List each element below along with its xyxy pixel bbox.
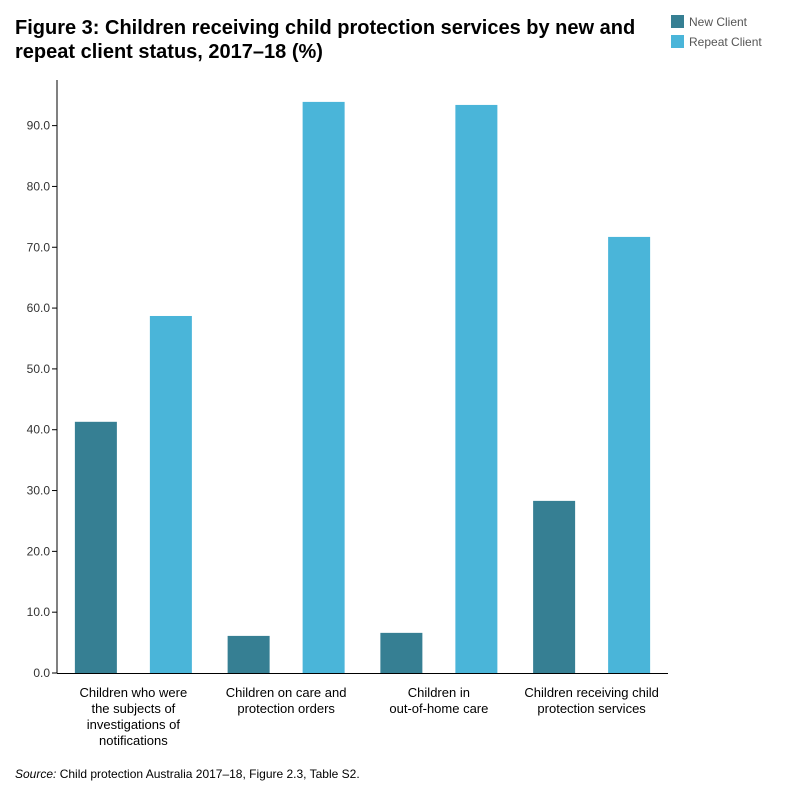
legend-label: New Client (689, 15, 748, 29)
y-tick-label: 0.0 (33, 666, 50, 680)
x-tick-label: notifications (99, 733, 168, 748)
y-tick-label: 60.0 (27, 301, 51, 315)
y-tick-label: 90.0 (27, 119, 51, 133)
source-text: Child protection Australia 2017–18, Figu… (56, 767, 360, 781)
x-tick-label: Children in (408, 685, 470, 700)
y-tick-label: 40.0 (27, 423, 51, 437)
x-tick-label: Children who were (80, 685, 188, 700)
bar (608, 236, 651, 673)
bar (533, 500, 576, 673)
source-note: Source: Child protection Australia 2017–… (15, 767, 360, 781)
x-tick-label: Children on care and (226, 685, 347, 700)
bar (380, 632, 423, 673)
legend-swatch (671, 15, 684, 28)
x-tick-label: the subjects of (91, 701, 175, 716)
bar (455, 104, 498, 674)
x-tick-label: Children receiving child (524, 685, 658, 700)
x-tick-label: protection services (537, 701, 646, 716)
bar (74, 421, 117, 673)
y-tick-label: 50.0 (27, 362, 51, 376)
x-tick-label: out-of-home care (389, 701, 488, 716)
y-tick-label: 30.0 (27, 484, 51, 498)
bar (302, 101, 345, 673)
legend-swatch (671, 35, 684, 48)
y-tick-label: 20.0 (27, 544, 51, 558)
chart-title: Figure 3: Children receiving child prote… (15, 17, 636, 63)
source-label: Source: (15, 767, 57, 781)
bar (227, 635, 270, 673)
x-tick-label: investigations of (87, 717, 181, 732)
bar (149, 315, 192, 673)
y-tick-label: 80.0 (27, 179, 51, 193)
y-tick-label: 70.0 (27, 240, 51, 254)
legend-label: Repeat Client (689, 35, 762, 49)
x-tick-label: protection orders (237, 701, 335, 716)
y-tick-label: 10.0 (27, 605, 51, 619)
